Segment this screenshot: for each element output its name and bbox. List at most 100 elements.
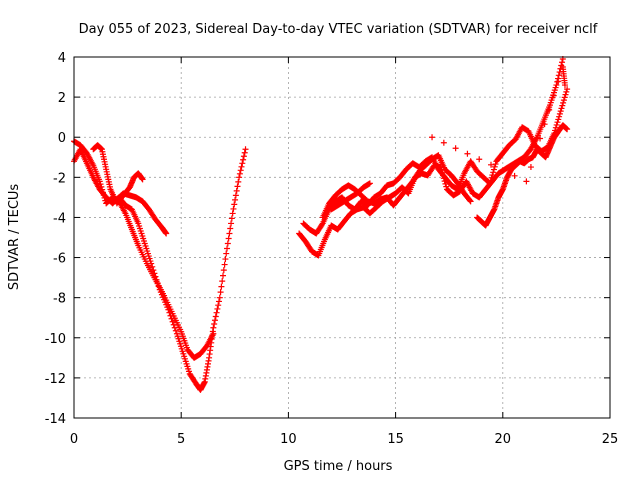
y-tick-labels: -14 -12 -10 -8 -6 -4 -2 0 2 4 bbox=[45, 51, 66, 427]
data-point bbox=[238, 163, 245, 170]
y-tick-label: -2 bbox=[53, 171, 66, 186]
data-point bbox=[488, 174, 495, 181]
y-tick-label: -4 bbox=[53, 211, 66, 226]
data-point bbox=[223, 250, 230, 257]
x-tick-label: 10 bbox=[280, 432, 297, 447]
data-point bbox=[555, 116, 562, 123]
data-point bbox=[99, 189, 106, 196]
data-point bbox=[226, 230, 233, 237]
data-point bbox=[235, 178, 242, 185]
data-point bbox=[212, 313, 219, 320]
data-point bbox=[234, 183, 241, 190]
series-8 bbox=[474, 122, 571, 229]
x-tick-labels: 0 5 10 15 20 25 bbox=[70, 432, 618, 447]
data-point bbox=[163, 230, 170, 237]
data-point bbox=[215, 298, 222, 305]
data-point bbox=[242, 146, 249, 153]
data-point bbox=[560, 97, 567, 104]
data-point bbox=[228, 215, 235, 222]
data-point bbox=[553, 121, 560, 128]
data-point bbox=[211, 320, 218, 327]
data-point bbox=[557, 108, 564, 115]
data-point bbox=[96, 178, 103, 185]
data-point bbox=[532, 149, 539, 156]
data-point bbox=[139, 176, 146, 183]
data-point bbox=[550, 92, 557, 99]
y-axis-label: SDTVAR / TECUs bbox=[7, 184, 22, 291]
data-point bbox=[211, 317, 218, 324]
y-tick-label: 0 bbox=[58, 131, 66, 146]
data-point bbox=[561, 82, 568, 89]
x-tick-label: 15 bbox=[387, 432, 404, 447]
data-point bbox=[229, 210, 236, 217]
x-tick-label: 5 bbox=[177, 432, 185, 447]
data-point bbox=[527, 164, 534, 171]
data-point bbox=[490, 166, 497, 173]
data-point bbox=[440, 139, 447, 146]
data-point bbox=[228, 220, 235, 227]
data-point bbox=[97, 181, 104, 188]
data-point bbox=[562, 91, 569, 98]
data-point bbox=[546, 106, 553, 113]
x-axis-label: GPS time / hours bbox=[284, 459, 393, 474]
data-points bbox=[71, 56, 571, 393]
data-point bbox=[489, 172, 496, 179]
data-point bbox=[224, 240, 231, 247]
data-point bbox=[563, 88, 570, 95]
data-point bbox=[561, 94, 568, 101]
data-point bbox=[221, 261, 228, 268]
series-0 bbox=[71, 146, 249, 393]
y-tick-label: -14 bbox=[45, 412, 66, 427]
data-point bbox=[99, 186, 106, 193]
data-point bbox=[452, 145, 459, 152]
data-point bbox=[218, 283, 225, 290]
series-6 bbox=[319, 152, 474, 221]
data-point bbox=[366, 180, 373, 187]
data-point bbox=[210, 324, 217, 331]
data-point bbox=[558, 105, 565, 112]
data-point bbox=[443, 183, 450, 190]
chart-title: Day 055 of 2023, Sidereal Day-to-day VTE… bbox=[79, 22, 598, 37]
data-point bbox=[554, 119, 561, 126]
data-point bbox=[225, 235, 232, 242]
y-tick-label: 2 bbox=[58, 91, 66, 106]
data-point bbox=[491, 163, 498, 170]
data-point bbox=[224, 245, 231, 252]
data-point bbox=[511, 172, 518, 179]
data-point bbox=[236, 170, 243, 177]
data-point bbox=[100, 192, 107, 199]
axis-ticks bbox=[73, 56, 611, 419]
data-point bbox=[98, 183, 105, 190]
data-point bbox=[559, 59, 566, 66]
data-point bbox=[499, 167, 506, 174]
series-3 bbox=[113, 190, 170, 237]
data-point bbox=[227, 225, 234, 232]
data-point bbox=[490, 169, 497, 176]
x-tick-label: 20 bbox=[495, 432, 512, 447]
data-point bbox=[466, 197, 473, 204]
data-point bbox=[555, 78, 562, 85]
x-tick-label: 25 bbox=[602, 432, 619, 447]
data-point bbox=[464, 150, 471, 157]
data-point bbox=[222, 256, 229, 263]
y-tick-label: -8 bbox=[53, 292, 66, 307]
data-point bbox=[215, 302, 222, 309]
grid-lines bbox=[74, 57, 610, 418]
y-tick-label: -12 bbox=[45, 372, 66, 387]
data-point bbox=[240, 153, 247, 160]
data-point bbox=[560, 99, 567, 106]
series-1 bbox=[71, 138, 217, 361]
data-point bbox=[213, 309, 220, 316]
data-point bbox=[486, 180, 493, 187]
series-7 bbox=[328, 180, 373, 213]
data-point bbox=[239, 160, 246, 167]
data-point bbox=[559, 102, 566, 109]
y-tick-label: -10 bbox=[45, 332, 66, 347]
data-point bbox=[556, 113, 563, 120]
data-point bbox=[172, 327, 179, 334]
data-point bbox=[169, 318, 176, 325]
data-point bbox=[231, 201, 238, 208]
data-point bbox=[217, 289, 224, 296]
data-point bbox=[216, 294, 223, 301]
